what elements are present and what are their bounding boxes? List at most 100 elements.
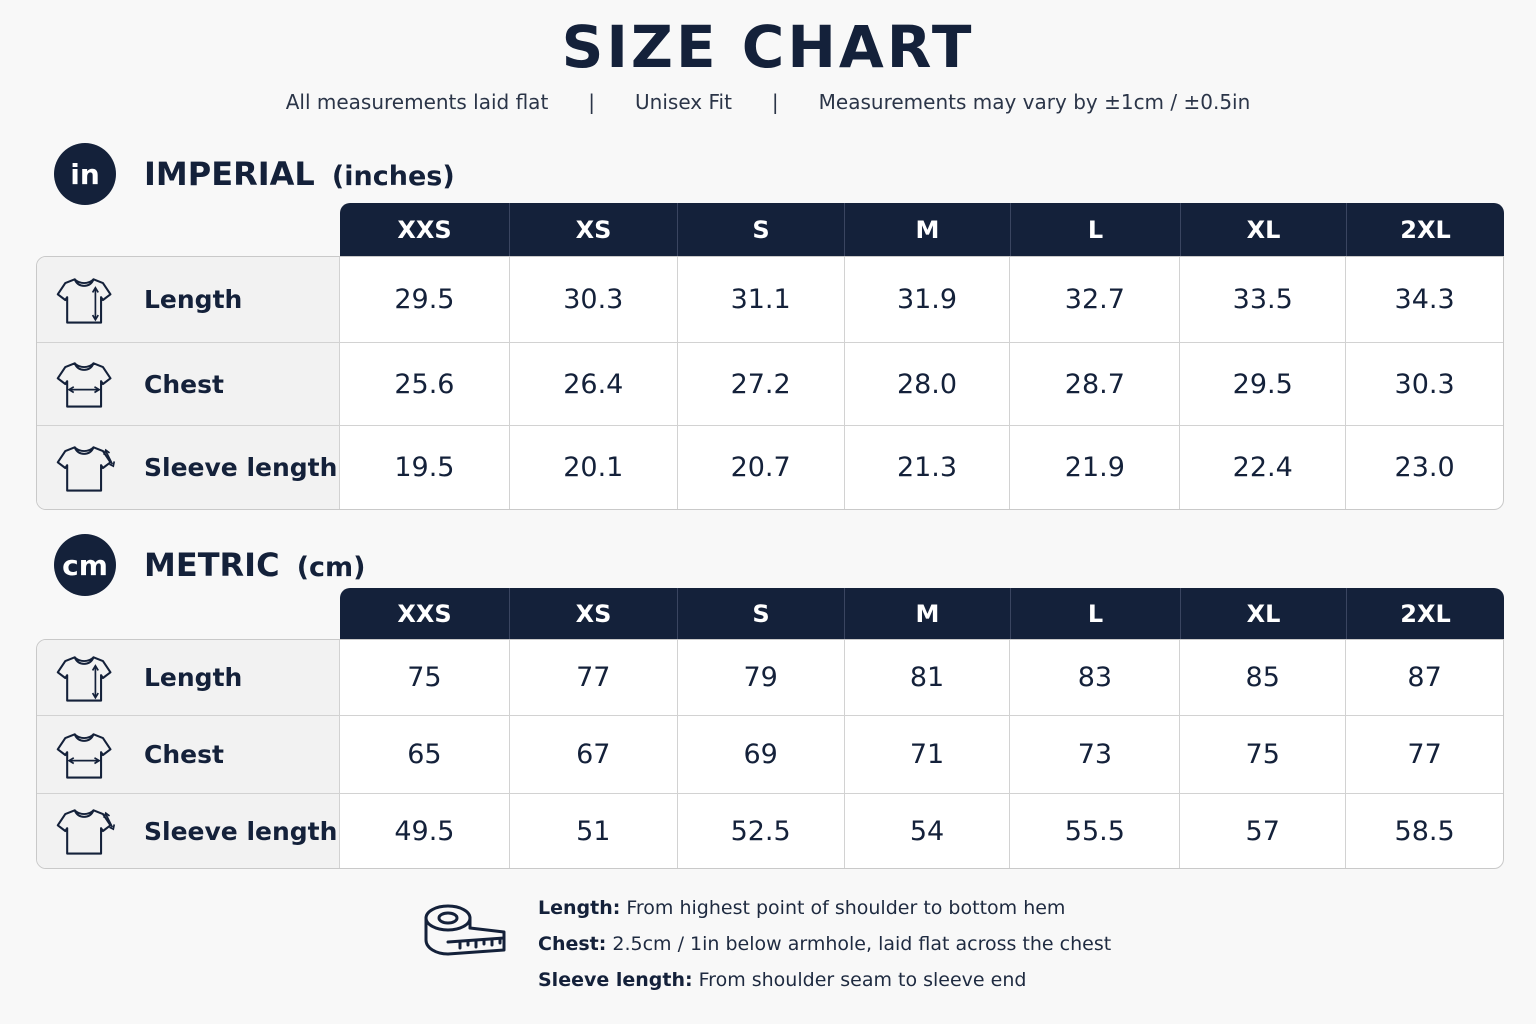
table-row: Sleeve length 19.5 20.1 20.7 21.3 21.9 22.4 23.… — [37, 426, 1503, 509]
row-label-cell: Length — [37, 640, 340, 715]
page-title: SIZE CHART — [561, 13, 975, 81]
metric-title: METRIC — [144, 546, 280, 584]
value-cell: 54 — [845, 794, 1011, 868]
note-term: Length: — [538, 897, 621, 919]
imperial-title: IMPERIAL — [144, 155, 315, 193]
value-cell: 75 — [1180, 716, 1347, 793]
metric-section-title: METRIC (cm) — [144, 546, 366, 584]
size-header-2xl: 2XL — [1400, 216, 1451, 244]
row-label-cell: Sleeve length — [37, 426, 340, 509]
metric-table: XXS XS S M L XL 2XL Length 75 77 79 81 83 85 87 Chest 65… — [36, 588, 1504, 869]
value-cell: 87 — [1407, 662, 1442, 693]
size-header-m: M — [845, 588, 1011, 640]
value-cell: 21.9 — [1010, 426, 1181, 509]
value-cell: 55.5 — [1010, 794, 1181, 868]
value-cell: 30.3 — [510, 257, 678, 342]
note-line: Chest: 2.5cm / 1in below armhole, laid f… — [538, 926, 1111, 962]
size-header-s: S — [678, 588, 845, 640]
measurement-notes: Length: From highest point of shoulder t… — [420, 890, 1111, 998]
note-term: Sleeve length: — [538, 969, 693, 991]
value-cell: 49.5 — [340, 794, 510, 868]
tshirt-length-icon — [56, 655, 112, 702]
value-cell: 20.7 — [678, 426, 845, 509]
value-cell: 30.3 — [1394, 368, 1455, 400]
subtitle-separator: | — [588, 90, 596, 114]
row-label-cell: Chest — [37, 716, 340, 793]
note-text: From highest point of shoulder to bottom… — [620, 897, 1066, 919]
notes-list: Length: From highest point of shoulder t… — [538, 890, 1111, 998]
row-label: Sleeve length — [144, 816, 338, 846]
value-cell: 85 — [1180, 640, 1347, 715]
value-cell: 28.7 — [1010, 343, 1181, 425]
value-cell: 32.7 — [1010, 257, 1181, 342]
size-header-l: L — [1011, 203, 1181, 257]
metric-section-header: cm METRIC (cm) — [54, 534, 366, 596]
value-cell: 57 — [1180, 794, 1347, 868]
measurement-rows: Length 75 77 79 81 83 85 87 Chest 65 67 69 71 73 75 77 S… — [36, 639, 1504, 869]
value-cell: 19.5 — [340, 426, 510, 509]
imperial-unit: (inches) — [331, 161, 455, 192]
size-header-m: M — [845, 203, 1011, 257]
row-label-cell: Sleeve length — [37, 794, 340, 868]
table-row: Length 29.5 30.3 31.1 31.9 32.7 33.5 34.3 — [37, 257, 1503, 343]
size-header-row: XXS XS S M L XL 2XL — [340, 588, 1504, 640]
size-header-xxs: XXS — [340, 203, 510, 257]
value-cell: 73 — [1010, 716, 1181, 793]
value-cell: 51 — [510, 794, 678, 868]
value-cell: 29.5 — [1180, 343, 1347, 425]
size-header-2xl: 2XL — [1400, 600, 1451, 628]
value-cell: 83 — [1010, 640, 1181, 715]
value-cell: 26.4 — [510, 343, 678, 425]
row-label: Chest — [144, 740, 224, 769]
value-cell: 23.0 — [1394, 452, 1455, 483]
size-header-xs: XS — [510, 588, 678, 640]
value-cell: 34.3 — [1394, 284, 1455, 315]
subtitle-item: Unisex Fit — [635, 90, 732, 114]
value-cell: 58.5 — [1394, 815, 1455, 847]
imperial-section-header: in IMPERIAL (inches) — [54, 143, 455, 205]
note-text: From shoulder seam to sleeve end — [692, 969, 1027, 991]
tshirt-length-icon — [56, 277, 112, 324]
tshirt-sleeve-icon — [56, 809, 116, 855]
tshirt-chest-icon — [56, 362, 112, 408]
table-row: Chest 25.6 26.4 27.2 28.0 28.7 29.5 30.3 — [37, 343, 1503, 426]
table-row: Length 75 77 79 81 83 85 87 — [37, 640, 1503, 716]
row-label-cell: Length — [37, 257, 340, 342]
row-label: Length — [144, 285, 243, 314]
value-cell: 25.6 — [340, 343, 510, 425]
value-cell: 79 — [678, 640, 845, 715]
measuring-tape-icon — [424, 904, 506, 956]
value-cell: 27.2 — [678, 343, 845, 425]
imperial-table: XXS XS S M L XL 2XL Length 29.5 30.3 31.1 31.9 32.7 3… — [36, 203, 1504, 510]
subtitle-bar: All measurements laid flat | Unisex Fit … — [0, 88, 1536, 116]
metric-unit: (cm) — [296, 552, 366, 583]
row-label: Chest — [144, 369, 224, 399]
value-cell: 65 — [340, 716, 510, 793]
value-cell: 22.4 — [1180, 426, 1347, 509]
note-line: Sleeve length: From shoulder seam to sle… — [538, 962, 1111, 998]
row-label: Length — [144, 663, 243, 692]
table-row: Chest 65 67 69 71 73 75 77 — [37, 716, 1503, 794]
size-header-xxs: XXS — [340, 588, 510, 640]
imperial-section-title: IMPERIAL (inches) — [144, 155, 455, 193]
value-cell: 77 — [1407, 739, 1442, 770]
imperial-badge: in — [54, 143, 116, 205]
value-cell: 69 — [678, 716, 845, 793]
note-text: 2.5cm / 1in below armhole, laid flat acr… — [606, 933, 1112, 955]
value-cell: 33.5 — [1180, 257, 1347, 342]
value-cell: 31.1 — [678, 257, 845, 342]
tshirt-sleeve-icon — [56, 445, 116, 492]
value-cell: 71 — [845, 716, 1011, 793]
subtitle-item: Measurements may vary by ±1cm / ±0.5in — [818, 90, 1251, 114]
measurement-rows: Length 29.5 30.3 31.1 31.9 32.7 33.5 34.3 Chest 2… — [36, 256, 1504, 510]
note-term: Chest: — [538, 933, 607, 955]
subtitle-separator: | — [771, 90, 779, 114]
value-cell: 21.3 — [845, 426, 1011, 509]
metric-badge: cm — [54, 534, 116, 596]
size-header-xs: XS — [510, 203, 678, 257]
value-cell: 31.9 — [845, 257, 1011, 342]
value-cell: 52.5 — [678, 794, 845, 868]
size-header-xl: XL — [1181, 203, 1347, 257]
subtitle-item: All measurements laid flat — [285, 90, 549, 114]
value-cell: 81 — [845, 640, 1011, 715]
